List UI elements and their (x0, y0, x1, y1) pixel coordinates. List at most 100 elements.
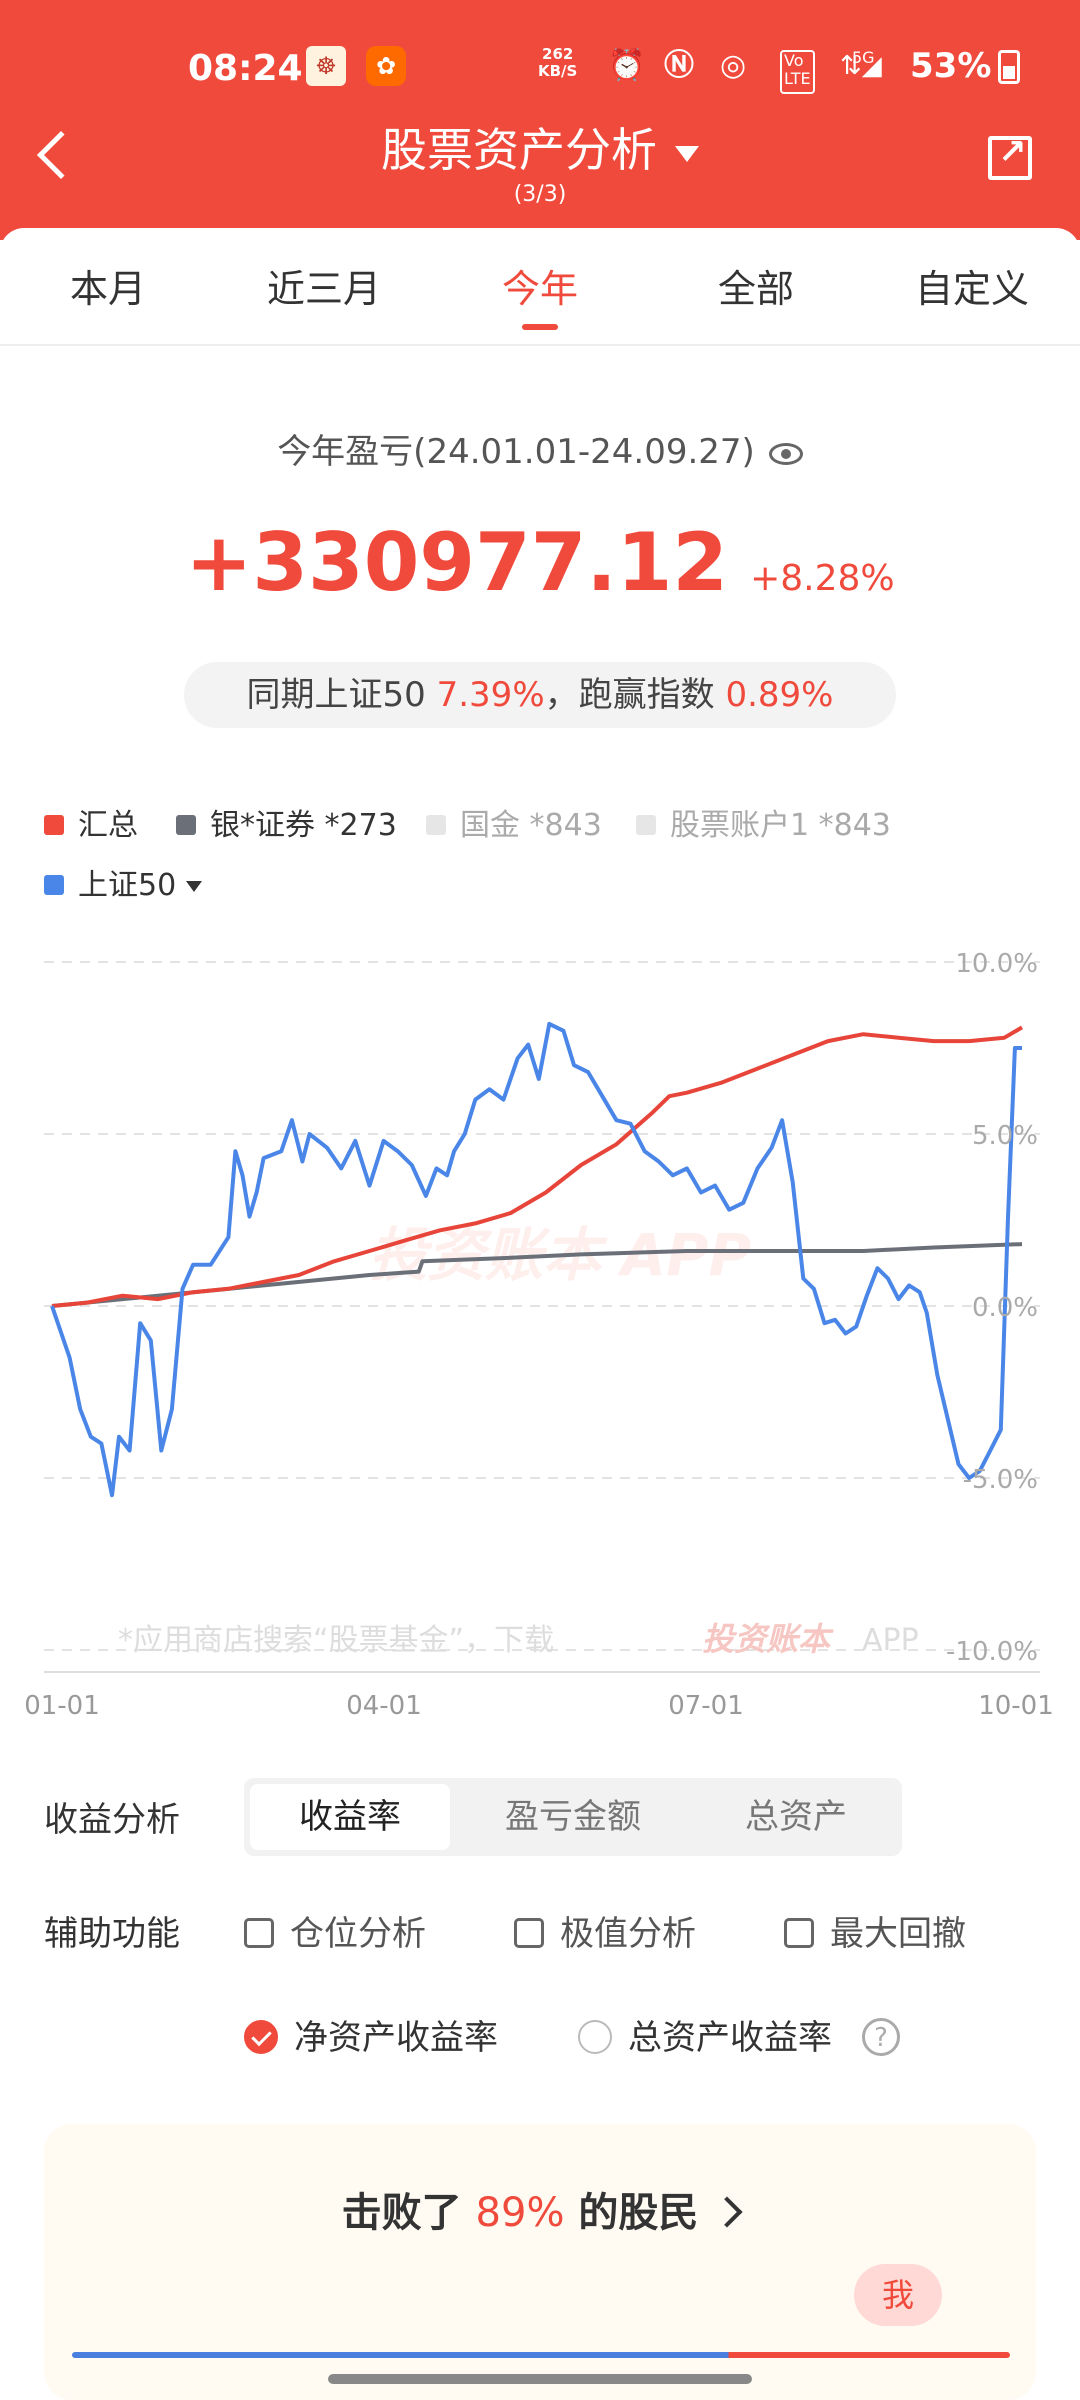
x-tick-label: 07-01 (668, 1691, 744, 1721)
position-analysis-label: 仓位分析 (290, 1914, 426, 1954)
legend-guojin[interactable]: 国金 *843 (426, 800, 602, 844)
compare-beat-pct: 0.89% (725, 675, 834, 715)
app-notification-icon: ☸ (306, 46, 346, 86)
legend-swatch-total (44, 814, 64, 835)
series-line-0 (51, 1025, 1024, 1308)
index-compare: 同期上证50 7.39%，跑赢指数 0.89% (184, 662, 896, 728)
page-title-text: 股票资产分析 (381, 123, 657, 177)
period-tabs: 本月 近三月 今年 全部 自定义 (0, 228, 1080, 346)
compare-index-pct: 7.39% (436, 675, 545, 715)
help-icon[interactable]: ? (862, 2017, 900, 2056)
period-label-text: 今年盈亏(24.01.01-24.09.27) (277, 432, 755, 472)
total-asset-rate-label: 总资产收益率 (628, 2018, 832, 2058)
me-marker: 我 (854, 2264, 942, 2326)
profit-percent: +8.28% (750, 558, 895, 599)
extreme-analysis-label: 极值分析 (560, 1914, 696, 1954)
battery-icon (998, 50, 1020, 84)
beat-prefix: 击败了 (341, 2190, 462, 2236)
legend-swatch-guojin (426, 814, 446, 835)
compare-prefix: 同期上证50 (246, 675, 426, 715)
y-tick-label: -10.0% (946, 1637, 1038, 1667)
x-tick-label: 01-01 (24, 1691, 100, 1721)
series-line-1 (51, 1242, 1023, 1308)
checkbox-icon (784, 1917, 814, 1948)
tab-three-months[interactable]: 近三月 (266, 267, 381, 311)
chart-y-ticks: 10.0% 5.0% 0.0% -5.0% -10.0% (946, 949, 1038, 1667)
legend-swatch-account1 (636, 814, 656, 835)
radio-unchecked-icon (578, 2019, 612, 2054)
series-line-2 (50, 1021, 1022, 1498)
radio-checked-icon (244, 2019, 278, 2054)
battery-percent: 53% (910, 46, 992, 86)
profit-amount: +330977.12 (185, 516, 729, 609)
network-type: 5G (852, 48, 875, 67)
tab-all[interactable]: 全部 (717, 267, 794, 311)
segment-total-assets[interactable]: 总资产 (745, 1797, 847, 1837)
legend-total[interactable]: 汇总 (44, 800, 138, 844)
legend-sse50-label: 上证50 (78, 868, 177, 903)
volte-icon: Vo LTE (780, 50, 815, 94)
y-tick-label: 10.0% (955, 949, 1038, 979)
net-speed: 262 KB/S (538, 46, 577, 80)
chart-footer-brand: 投资账本 (702, 1620, 834, 1658)
extreme-analysis-checkbox[interactable]: 极值分析 (514, 1906, 696, 1955)
nfc-icon: Ⓝ (664, 48, 694, 83)
eye-icon[interactable] (768, 442, 803, 465)
max-drawdown-label: 最大回撤 (830, 1914, 966, 1954)
compare-mid: ，跑赢指数 (544, 675, 715, 715)
chart-footer-note: *应用商店搜索“股票基金”，下载 (118, 1623, 554, 1658)
net-asset-rate-label: 净资产收益率 (294, 2018, 498, 2058)
beat-investors-card[interactable]: 击败了 89% 的股民 (44, 2124, 1036, 2400)
share-icon[interactable] (988, 132, 1032, 180)
legend-swatch-broker (176, 814, 196, 835)
beat-suffix: 的股民 (578, 2190, 699, 2236)
x-tick-label: 10-01 (978, 1691, 1054, 1721)
y-tick-label: 0.0% (972, 1293, 1038, 1323)
chart-lines (50, 1021, 1024, 1498)
chart-x-ticks: 01-01 04-01 07-01 10-01 (24, 1691, 1054, 1721)
legend-total-label: 汇总 (78, 808, 138, 843)
legend-dropdown-icon (186, 881, 203, 892)
legend-guojin-label: 国金 *843 (460, 808, 602, 843)
nav-bar: 股票资产分析 (3/3) (0, 100, 1080, 230)
tab-this-year[interactable]: 今年 (501, 267, 578, 311)
home-indicator[interactable] (328, 2374, 752, 2384)
max-drawdown-checkbox[interactable]: 最大回撤 (784, 1906, 966, 1955)
checkbox-icon (244, 1917, 274, 1948)
legend-broker[interactable]: 银*证券 *273 (176, 800, 397, 844)
signal-icon: 5G ⇅◢ (840, 46, 882, 86)
net-speed-value: 262 (542, 45, 574, 63)
legend-account1-label: 股票账户1 *843 (670, 808, 891, 843)
legend-swatch-sse50 (44, 874, 64, 895)
position-analysis-checkbox[interactable]: 仓位分析 (244, 1906, 426, 1955)
aux-label: 辅助功能 (44, 1914, 180, 1954)
chevron-right-icon (711, 2196, 743, 2228)
x-tick-label: 04-01 (346, 1691, 422, 1721)
tab-custom[interactable]: 自定义 (914, 267, 1029, 311)
status-time: 08:24 (188, 48, 303, 89)
beat-percent: 89% (475, 2190, 565, 2236)
checkbox-icon (514, 1917, 544, 1948)
total-asset-rate-radio[interactable]: 总资产收益率? (578, 2010, 900, 2059)
return-chart[interactable]: 投资账本 APP 10.0% 5.0% 0.0% -5.0% -10.0% *应用商店搜… (0, 930, 1080, 1730)
analysis-label: 收益分析 (44, 1800, 180, 1840)
y-tick-label: 5.0% (972, 1121, 1038, 1151)
page-title[interactable]: 股票资产分析 (0, 114, 1080, 180)
segment-profit-amount[interactable]: 盈亏金额 (505, 1797, 641, 1837)
hotspot-icon: ◎ (720, 48, 747, 83)
analysis-segmented: 收益率 盈亏金额 总资产 (244, 1778, 902, 1856)
period-label: 今年盈亏(24.01.01-24.09.27) (0, 424, 1080, 473)
tab-this-month[interactable]: 本月 (69, 267, 146, 311)
y-tick-label: -5.0% (963, 1465, 1038, 1495)
net-asset-rate-radio[interactable]: 净资产收益率 (244, 2010, 498, 2059)
profit-summary: +330977.12 +8.28% (0, 516, 1080, 609)
rank-bar (72, 2352, 1010, 2358)
dropdown-arrow-icon (675, 145, 699, 162)
status-bar: 08:24 ☸ ✿ 262 KB/S ⏰ Ⓝ ◎ Vo LTE 5G ⇅◢ 53% (0, 40, 1080, 100)
beat-text: 击败了 89% 的股民 (44, 2180, 1036, 2238)
segment-return-rate[interactable]: 收益率 (250, 1784, 450, 1850)
legend-account1[interactable]: 股票账户1 *843 (636, 800, 891, 844)
net-speed-unit: KB/S (538, 62, 578, 80)
legend-sse50[interactable]: 上证50 (44, 860, 203, 904)
alarm-icon: ⏰ (608, 48, 646, 83)
